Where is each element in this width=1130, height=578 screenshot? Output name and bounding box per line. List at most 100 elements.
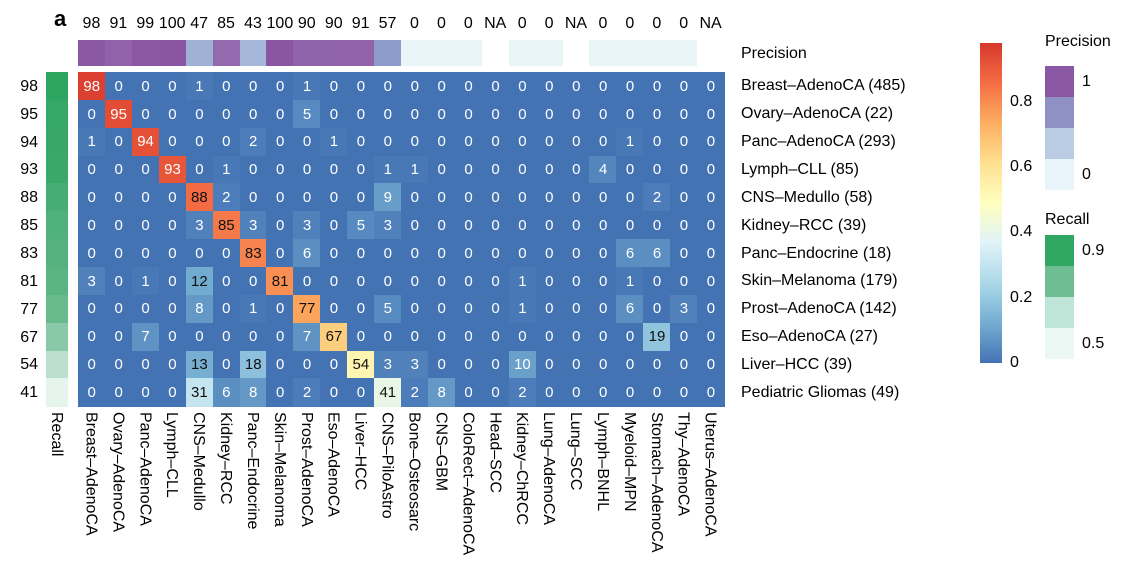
legend-swatch — [1045, 128, 1074, 159]
matrix-cell: 0 — [104, 294, 133, 324]
precision-cell — [427, 40, 456, 66]
matrix-cell: 0 — [347, 127, 375, 157]
matrix-cell: 0 — [589, 183, 617, 212]
legend-title: Recall — [1045, 211, 1090, 228]
panel-label: a — [54, 6, 67, 31]
matrix-cell: 0 — [697, 266, 725, 296]
matrix-cell: 0 — [266, 155, 294, 184]
matrix-cell: 0 — [104, 350, 133, 379]
matrix-cell: 0 — [562, 99, 590, 129]
matrix-cell: 0 — [535, 322, 564, 351]
precision-cell — [78, 40, 106, 66]
matrix-cell: 0 — [427, 211, 456, 240]
recall-cell — [46, 99, 68, 129]
recall-value: 93 — [20, 161, 38, 179]
matrix-cell: 0 — [347, 294, 375, 324]
precision-value: 0 — [463, 15, 473, 32]
matrix-cell: 3 — [401, 350, 429, 379]
matrix-cell: 0 — [562, 266, 590, 296]
precision-value: 0 — [517, 15, 527, 32]
matrix-cell: 6 — [616, 239, 644, 268]
matrix-cell: 0 — [454, 155, 483, 184]
matrix-cell: 0 — [320, 211, 348, 240]
matrix-cell: 0 — [239, 155, 267, 184]
recall-cell — [46, 322, 68, 351]
matrix-cell: 0 — [562, 350, 590, 379]
matrix-cell: 0 — [481, 211, 510, 240]
matrix-cell: 3 — [374, 211, 402, 240]
matrix-cell: 0 — [643, 127, 671, 157]
matrix-cell: 18 — [239, 350, 267, 379]
colorbar-tick: 0.4 — [1010, 223, 1033, 241]
matrix-cell: 0 — [293, 350, 321, 379]
matrix-cell: 1 — [212, 155, 240, 184]
matrix-cell: 0 — [212, 239, 240, 268]
matrix-cell: 1 — [616, 127, 644, 157]
matrix-cell: 0 — [508, 72, 537, 101]
matrix-cell: 0 — [589, 266, 617, 296]
recall-value: 95 — [20, 105, 38, 123]
row-label: Kidney–RCC (39) — [741, 216, 867, 234]
matrix-cell: 0 — [697, 183, 725, 212]
matrix-cell: 1 — [401, 155, 429, 184]
matrix-cell: 0 — [239, 99, 267, 129]
precision-cell — [697, 40, 725, 66]
matrix-cell: 0 — [670, 350, 698, 379]
matrix-cell: 0 — [535, 294, 564, 324]
precision-value: 57 — [378, 15, 397, 32]
matrix-cell: 2 — [508, 378, 537, 407]
precision-value: NA — [699, 15, 722, 32]
matrix-cell: 1 — [320, 127, 348, 157]
matrix-cell: 0 — [401, 266, 429, 296]
recall-value: 85 — [20, 217, 38, 235]
column-label: Kidney–RCC — [217, 412, 235, 505]
precision-value: 43 — [244, 15, 262, 32]
matrix-cell: 0 — [643, 378, 671, 407]
matrix-cell: 1 — [508, 294, 537, 324]
matrix-cell: 0 — [589, 99, 617, 129]
matrix-cell: 0 — [347, 378, 375, 407]
matrix-cell: 0 — [320, 72, 348, 101]
matrix-cell: 0 — [158, 211, 187, 240]
precision-cell — [535, 40, 564, 66]
matrix-cell: 0 — [185, 239, 214, 268]
matrix-cell: 0 — [589, 294, 617, 324]
matrix-cell: 0 — [401, 72, 429, 101]
precision-cell — [616, 40, 644, 66]
matrix-cell: 0 — [158, 322, 187, 351]
matrix-cell: 6 — [293, 239, 321, 268]
matrix-cell: 0 — [670, 266, 698, 296]
matrix-cell: 0 — [347, 266, 375, 296]
recall-value: 67 — [20, 328, 38, 346]
legend-swatch — [1045, 159, 1074, 190]
matrix-cell: 0 — [374, 266, 402, 296]
matrix-cell: 0 — [158, 350, 187, 379]
matrix-cell: 0 — [508, 127, 537, 157]
matrix-cell: 0 — [212, 322, 240, 351]
matrix-cell: 0 — [616, 211, 644, 240]
matrix-cell: 0 — [185, 127, 214, 157]
matrix-cell: 0 — [427, 294, 456, 324]
matrix-cell: 0 — [266, 72, 294, 101]
matrix-cell: 0 — [212, 72, 240, 101]
matrix-cell: 0 — [374, 239, 402, 268]
matrix-cell: 0 — [481, 378, 510, 407]
recall-cell — [46, 378, 68, 407]
precision-value: 100 — [158, 15, 186, 32]
matrix-cell: 93 — [158, 155, 187, 184]
recall-cell — [46, 350, 68, 379]
matrix-cell: 0 — [481, 127, 510, 157]
matrix-cell: 0 — [697, 378, 725, 407]
matrix-cell: 0 — [697, 99, 725, 129]
matrix-cell: 0 — [454, 322, 483, 351]
legend-swatch — [1045, 97, 1074, 128]
matrix-cell: 0 — [643, 72, 671, 101]
matrix-cell: 13 — [185, 350, 214, 379]
row-label: Breast–AdenoCA (485) — [741, 77, 906, 95]
column-label: CNS–GBM — [432, 412, 450, 492]
matrix-cell: 0 — [427, 322, 456, 351]
matrix-cell: 0 — [104, 211, 133, 240]
column-label: Panc–AdenoCA — [136, 412, 154, 526]
matrix-cell: 2 — [239, 127, 267, 157]
matrix-cell: 0 — [78, 211, 106, 240]
